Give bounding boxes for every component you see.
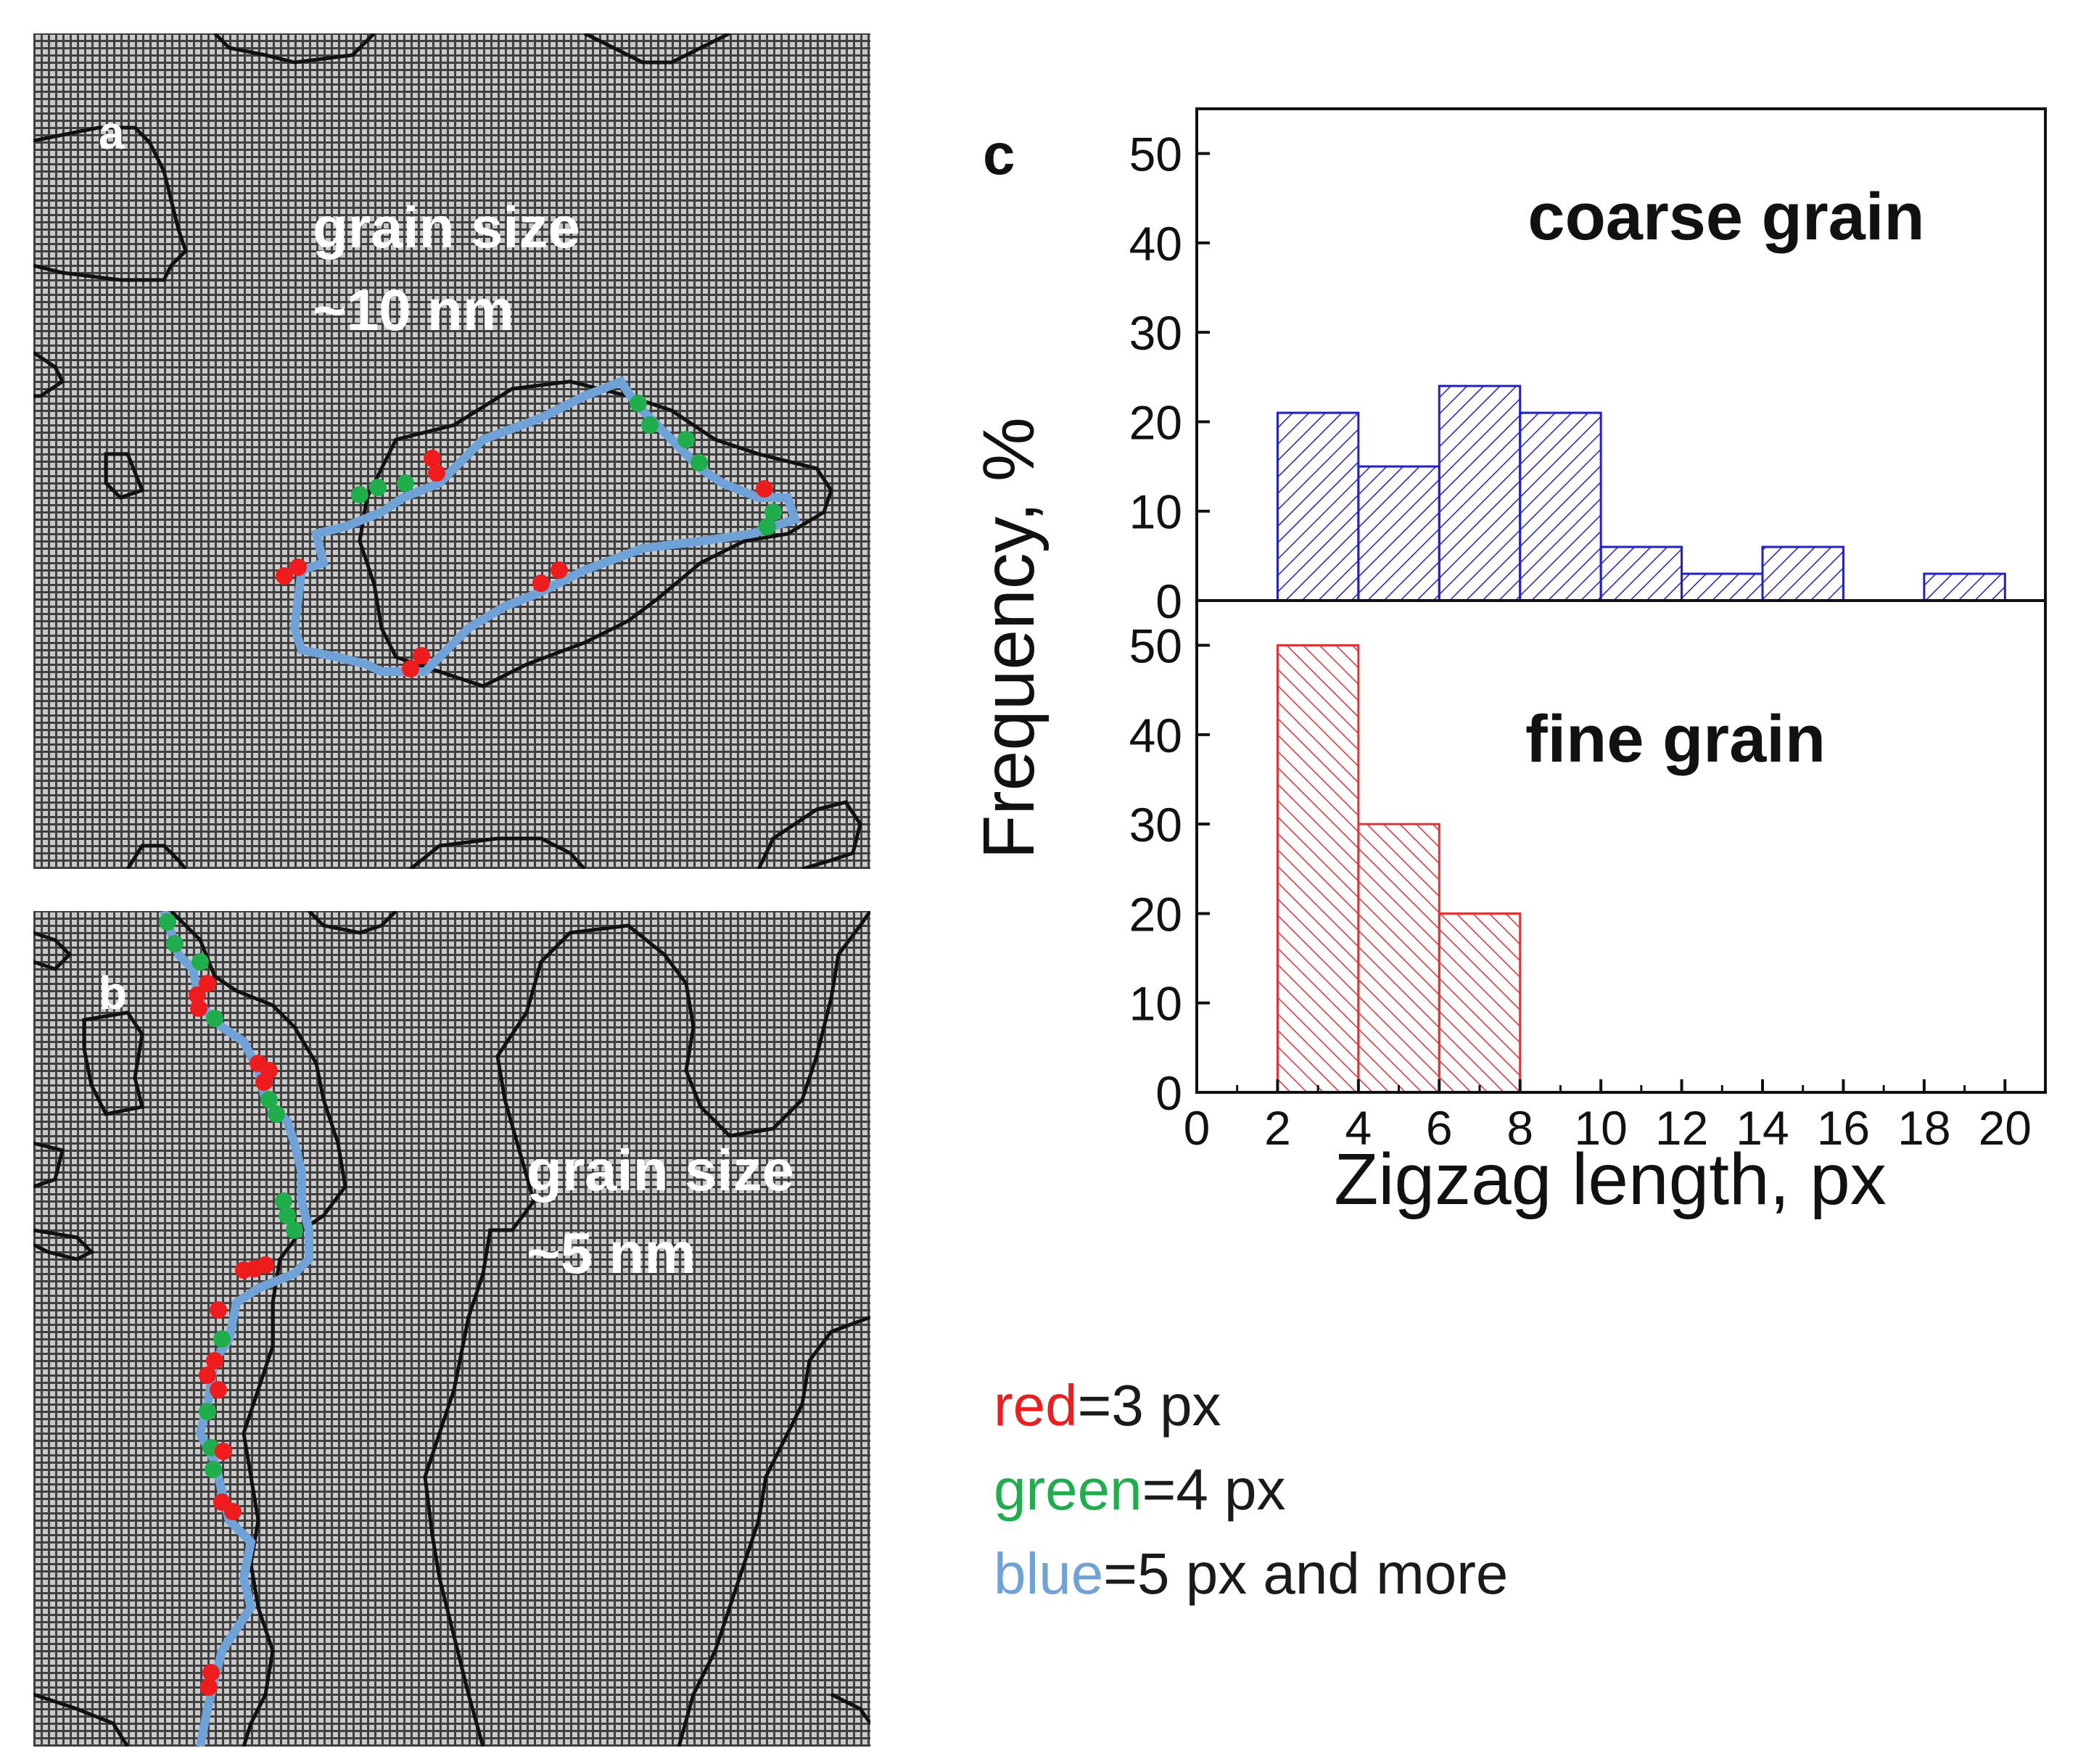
boundary-overlay-a <box>33 33 862 869</box>
series-label-coarse: coarse grain <box>1528 180 1924 254</box>
legend-item-blue: blue=5 px and more <box>994 1532 1508 1616</box>
fine-bar-6-8 <box>1438 912 1522 1094</box>
grain-map-b: b grain size ~5 nm <box>33 911 870 1747</box>
y-ticks-top: 0 10 20 30 40 50 <box>1129 128 1210 628</box>
coarse-bar-4-6 <box>1357 465 1440 602</box>
coarse-grain-bars <box>1276 384 2006 602</box>
y-tick-label: 10 <box>1129 977 1182 1031</box>
zigzag-trace-blue <box>289 376 801 676</box>
grain-boundaries <box>33 911 870 1747</box>
panel-letter-c: c <box>983 122 1015 186</box>
x-tick-label: 12 <box>1655 1101 1708 1155</box>
legend-rest-blue: =5 px and more <box>1103 1541 1509 1606</box>
legend-item-green: green=4 px <box>994 1448 1508 1532</box>
y-tick-label: 20 <box>1129 395 1182 449</box>
panel-letter-b: b <box>99 967 128 1019</box>
x-tick-label: 20 <box>1979 1101 2032 1155</box>
fine-bar-2-4 <box>1276 644 1360 1094</box>
y-ticks-bottom: 0 10 20 30 40 50 <box>1129 619 1210 1120</box>
coarse-bar-10-12 <box>1599 545 1683 602</box>
legend-word-green: green <box>994 1457 1142 1522</box>
grain-size-label-a: grain size <box>313 195 581 260</box>
x-tick-label: 6 <box>1426 1101 1453 1155</box>
coarse-bar-18-20 <box>1923 572 2006 602</box>
coarse-bar-14-16 <box>1761 545 1844 602</box>
y-tick-label: 0 <box>1155 574 1182 628</box>
x-tick-label: 14 <box>1736 1101 1789 1155</box>
grain-size-value-b: ~5 nm <box>527 1221 696 1285</box>
y-tick-label: 20 <box>1129 887 1182 941</box>
y-tick-label: 50 <box>1129 128 1182 181</box>
fine-bar-4-6 <box>1357 823 1440 1094</box>
boundary-overlay-b <box>33 911 870 1747</box>
legend-rest-red: =3 px <box>1077 1373 1221 1438</box>
x-tick-label: 2 <box>1264 1101 1291 1155</box>
y-tick-label: 0 <box>1155 1066 1182 1120</box>
x-tick-label: 18 <box>1897 1101 1950 1155</box>
y-tick-label: 50 <box>1129 619 1182 673</box>
grain-boundaries <box>33 33 862 869</box>
legend-word-red: red <box>994 1373 1078 1438</box>
x-axis-label: Zigzag length, px <box>1334 1139 1887 1220</box>
zigzag-trace-blue <box>160 911 313 1747</box>
grain-size-label-b: grain size <box>527 1138 795 1203</box>
legend-rest-green: =4 px <box>1142 1457 1286 1522</box>
grain-size-value-a: ~10 nm <box>313 278 514 342</box>
y-tick-label: 40 <box>1129 709 1182 762</box>
x-tick-label: 4 <box>1345 1101 1372 1155</box>
x-tick-label: 8 <box>1506 1101 1533 1155</box>
coarse-bar-6-8 <box>1438 384 1522 602</box>
x-tick-label: 10 <box>1574 1101 1627 1155</box>
zigzag-markers-red <box>189 975 278 1696</box>
panel-letter-a: a <box>99 107 125 159</box>
coarse-bar-2-4 <box>1276 411 1360 602</box>
fine-grain-bars <box>1276 644 1522 1094</box>
grain-map-a: a grain size ~10 nm <box>33 33 870 869</box>
series-label-fine: fine grain <box>1525 702 1826 776</box>
zigzag-markers-green <box>159 913 303 1478</box>
legend-item-red: red=3 px <box>994 1364 1508 1448</box>
zigzag-markers-green <box>351 395 782 535</box>
x-ticks: 0 2 4 6 8 10 12 14 16 18 20 <box>1184 1079 2032 1155</box>
legend-word-blue: blue <box>994 1541 1104 1606</box>
pixel-grid <box>33 33 870 869</box>
y-tick-label: 40 <box>1129 217 1182 271</box>
coarse-bar-12-14 <box>1681 572 1764 602</box>
y-tick-label: 30 <box>1129 798 1182 852</box>
y-axis-label: Frequency, % <box>968 417 1050 860</box>
y-tick-label: 30 <box>1129 306 1182 360</box>
coarse-bar-8-10 <box>1519 411 1602 602</box>
y-tick-label: 10 <box>1129 485 1182 539</box>
zigzag-markers-red <box>276 450 773 677</box>
x-tick-label: 16 <box>1817 1101 1870 1155</box>
color-legend: red=3 px green=4 px blue=5 px and more <box>994 1364 1508 1616</box>
x-tick-label: 0 <box>1184 1101 1211 1155</box>
